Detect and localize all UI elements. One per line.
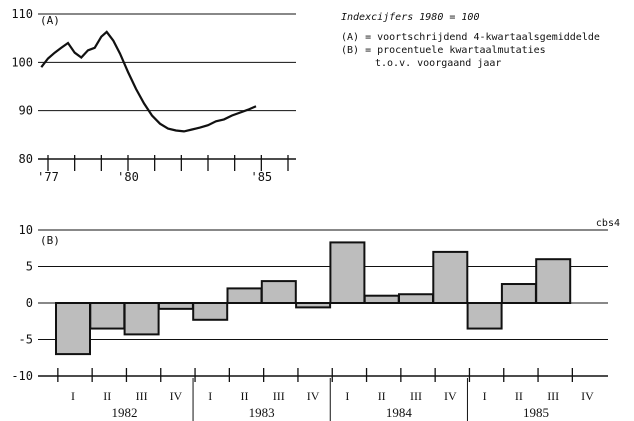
year-group-label: 1984 <box>386 405 413 420</box>
legend-line-b1: (B) = procentuele kwartaalmutaties <box>341 45 546 56</box>
bottom-y-tick-label: -10 <box>11 369 33 383</box>
year-group-label: 1982 <box>111 405 137 420</box>
bar <box>432 250 469 304</box>
bottom-x-tick-label: III <box>273 389 285 403</box>
bar <box>55 302 91 356</box>
top-x-tick-label: '85 <box>250 170 272 184</box>
top-y-tick-label: 100 <box>11 55 33 69</box>
bottom-x-tick-label: IV <box>307 389 320 403</box>
panel-b-label: (B) <box>40 234 60 247</box>
bottom-y-tick-label: -5 <box>19 333 33 347</box>
bar <box>500 283 537 304</box>
bottom-x-tick-label: II <box>515 389 523 403</box>
bottom-x-tick-label: IV <box>581 389 594 403</box>
year-group-label: 1983 <box>249 405 275 420</box>
bar <box>329 241 366 305</box>
panel-a-label: (A) <box>40 14 60 27</box>
year-group-label: 1985 <box>523 405 549 420</box>
bar <box>398 293 434 304</box>
top-x-tick-label: '80 <box>117 170 139 184</box>
legend-block: Indexcijfers 1980 = 100 (A) = voortschri… <box>341 12 600 69</box>
bottom-y-tick-label: 0 <box>26 296 33 310</box>
bar <box>295 302 332 309</box>
legend-line-b2: t.o.v. voorgaand jaar <box>375 58 501 69</box>
top-x-tick-label: '77 <box>37 170 59 184</box>
bottom-x-tick-label: I <box>345 389 349 403</box>
source-tag: cbs4 <box>596 218 620 229</box>
top-y-tick-label: 80 <box>19 152 33 166</box>
series-line-a <box>40 30 257 133</box>
bottom-x-tick-label: II <box>378 389 386 403</box>
line-chart-panel: (A) 80 90 100 110 '77 '80 '85 <box>11 7 296 184</box>
bar <box>466 302 503 330</box>
bar <box>89 302 126 330</box>
bottom-x-tick-label: III <box>547 389 559 403</box>
top-y-tick-label: 90 <box>19 104 33 118</box>
bottom-x-tick-label: I <box>208 389 212 403</box>
bottom-x-tick-label: IV <box>444 389 457 403</box>
bottom-x-tick-label: III <box>136 389 148 403</box>
bottom-y-tick-label: 10 <box>19 223 33 237</box>
bottom-x-tick-label: III <box>410 389 422 403</box>
bottom-x-tick-label: I <box>483 389 487 403</box>
bottom-x-tick-label: IV <box>170 389 183 403</box>
bar <box>157 302 194 310</box>
bottom-x-tick-label: II <box>241 389 249 403</box>
bar <box>363 294 400 305</box>
legend-title: Indexcijfers 1980 = 100 <box>341 12 479 23</box>
top-y-tick-label: 110 <box>11 7 33 21</box>
bottom-x-tick-label: II <box>103 389 111 403</box>
bar <box>192 302 229 321</box>
bar <box>226 287 263 304</box>
bottom-y-tick-label: 5 <box>26 260 33 274</box>
bar <box>535 258 572 305</box>
bar <box>260 280 297 305</box>
legend-line-a: (A) = voortschrijdend 4-kwartaalsgemidde… <box>341 32 600 43</box>
bar <box>123 302 160 336</box>
bottom-x-tick-label: I <box>71 389 75 403</box>
